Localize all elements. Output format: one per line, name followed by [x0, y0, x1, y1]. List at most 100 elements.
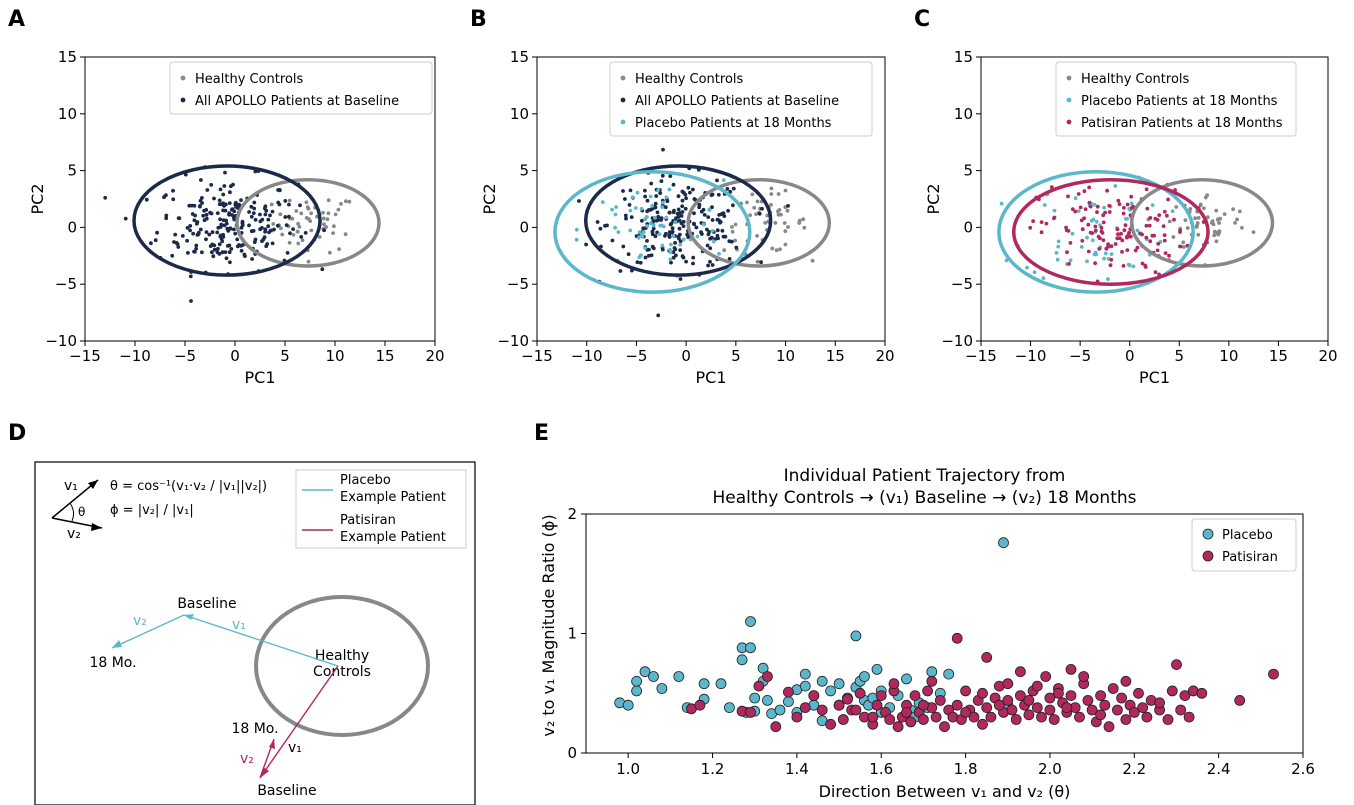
data-point	[1144, 187, 1149, 192]
data-point	[1128, 707, 1140, 718]
data-point	[754, 212, 758, 217]
data-point	[233, 202, 238, 207]
x-tick-label: 20	[425, 347, 444, 365]
y-tick-label: 0	[67, 218, 77, 236]
data-point	[720, 228, 725, 233]
data-point	[1002, 695, 1014, 706]
data-point	[664, 231, 668, 236]
data-point	[239, 248, 244, 253]
data-point	[624, 216, 628, 221]
data-point	[706, 215, 711, 220]
data-point	[1123, 223, 1128, 228]
data-point	[217, 252, 222, 256]
data-point	[783, 696, 794, 707]
data-point	[1116, 198, 1121, 203]
healthy-ellipse	[254, 595, 430, 737]
data-point	[727, 257, 732, 261]
data-point	[300, 238, 305, 243]
data-point	[769, 186, 774, 191]
data-point	[1154, 697, 1165, 709]
data-point	[679, 221, 684, 226]
data-point	[762, 695, 773, 706]
x-tick-label: 1.4	[785, 760, 809, 778]
data-point	[195, 221, 199, 226]
data-point	[296, 241, 301, 246]
data-point	[1155, 218, 1160, 222]
x-tick-label: 5	[280, 347, 290, 365]
data-point	[198, 227, 203, 232]
data-point	[653, 234, 658, 239]
data-point	[321, 216, 326, 221]
y-tick-label: 10	[510, 105, 529, 123]
data-point	[185, 238, 190, 243]
x-tick-label: 0	[1125, 347, 1135, 365]
data-point	[776, 192, 781, 196]
data-point	[198, 204, 202, 209]
data-point	[220, 239, 225, 244]
data-point	[266, 217, 271, 222]
v1-arrow-shaft	[51, 479, 99, 519]
data-point	[1240, 225, 1244, 230]
data-point	[1056, 244, 1061, 249]
data-point	[227, 201, 232, 206]
data-point	[859, 671, 870, 682]
data-point	[276, 188, 280, 192]
data-point	[1100, 231, 1105, 235]
data-point	[1144, 235, 1149, 240]
data-point	[671, 250, 676, 255]
legend-entry: Placebo	[1222, 528, 1273, 543]
data-point	[1079, 218, 1084, 223]
data-point	[1098, 236, 1102, 241]
data-point	[676, 234, 681, 239]
data-point	[1085, 259, 1089, 264]
data-point	[727, 239, 732, 244]
data-point	[716, 192, 721, 197]
data-point	[284, 223, 289, 228]
x-tick-label: −5	[625, 347, 647, 365]
data-point	[176, 245, 181, 249]
data-point	[1028, 225, 1033, 230]
data-point	[1101, 220, 1106, 225]
data-point	[252, 206, 257, 211]
y-tick-label: −10	[941, 332, 973, 350]
data-point	[270, 209, 275, 214]
data-point	[769, 192, 774, 196]
data-point	[247, 223, 251, 228]
data-point	[1044, 221, 1049, 226]
data-point	[678, 248, 683, 253]
data-point	[174, 241, 179, 245]
data-point	[1120, 675, 1132, 687]
data-point	[726, 208, 730, 213]
data-point	[626, 252, 631, 257]
panel-letter-d: D	[8, 421, 26, 446]
data-point	[249, 204, 254, 209]
data-point	[173, 232, 178, 237]
data-point	[227, 211, 232, 216]
placebo-legend-line1: Placebo	[340, 473, 391, 488]
data-point	[1044, 704, 1056, 716]
data-point	[296, 221, 300, 226]
data-point	[671, 234, 676, 239]
data-point	[670, 226, 675, 231]
data-point	[210, 250, 214, 255]
data-point	[762, 671, 773, 682]
data-point	[1085, 235, 1089, 240]
data-point	[1082, 189, 1087, 194]
data-point	[639, 253, 643, 258]
data-point	[661, 224, 666, 229]
data-point	[217, 242, 222, 247]
placebo-v1-line	[183, 614, 339, 667]
data-point	[717, 251, 721, 256]
data-point	[640, 234, 645, 239]
legend-marker	[180, 97, 186, 103]
y-axis-label: PC2	[28, 184, 47, 215]
data-point	[708, 259, 712, 264]
data-point	[667, 210, 672, 215]
data-point	[909, 690, 921, 701]
data-point	[1006, 704, 1018, 716]
data-point	[1135, 245, 1140, 250]
data-point	[664, 215, 669, 220]
data-point	[192, 218, 197, 223]
data-point	[1073, 196, 1078, 201]
